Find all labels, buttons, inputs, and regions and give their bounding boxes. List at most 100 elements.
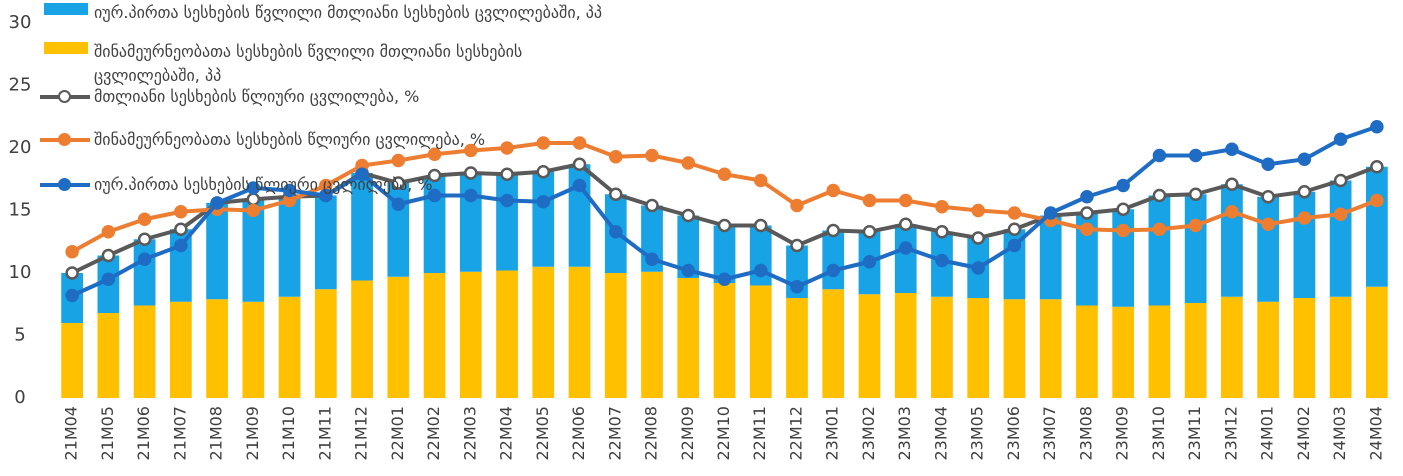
- x-tick-label: 22M06: [569, 406, 588, 461]
- marker: [246, 203, 261, 218]
- marker: [1297, 185, 1312, 199]
- y-tick-label: 0: [14, 387, 25, 408]
- marker: [174, 205, 188, 219]
- bar: [1184, 303, 1207, 398]
- x-tick-label: 22M11: [750, 406, 769, 461]
- marker: [246, 181, 261, 195]
- x-tick-label: 22M08: [642, 406, 661, 461]
- bar: [858, 294, 881, 398]
- bar: [1039, 299, 1062, 398]
- x-tick-label: 22M07: [605, 406, 624, 461]
- bar: [749, 285, 772, 398]
- legend-label: იურ.პირთა სესხების წლიური ცვლილება, %: [94, 175, 433, 194]
- legend-symbol: [40, 40, 90, 64]
- marker: [101, 225, 116, 239]
- marker: [137, 232, 152, 246]
- bar: [641, 271, 663, 398]
- marker: [753, 263, 768, 278]
- marker: [609, 187, 623, 201]
- marker: [1007, 206, 1022, 220]
- marker: [1080, 222, 1094, 236]
- bar: [894, 293, 917, 398]
- x-tick-label: 23M12: [1221, 406, 1240, 461]
- x-tick-label: 22M09: [678, 406, 697, 461]
- marker: [826, 183, 840, 198]
- bar: [1003, 299, 1026, 398]
- marker: [536, 195, 551, 209]
- marker: [427, 147, 442, 161]
- legend-item: იურ.პირთა სესხების წლიური ცვლილება, %: [40, 173, 614, 197]
- bar: [1148, 305, 1171, 398]
- marker: [500, 193, 514, 208]
- bar: [242, 199, 265, 302]
- x-tick-label: 24M02: [1294, 406, 1313, 461]
- marker: [645, 198, 659, 213]
- bar: [169, 301, 192, 398]
- x-tick-label: 21M10: [279, 406, 298, 461]
- legend-label: მთლიანი სესხების წლიური ცვლილება, %: [94, 87, 420, 106]
- marker: [1333, 132, 1348, 146]
- marker: [101, 248, 116, 263]
- marker: [1116, 202, 1130, 216]
- x-tick-label: 21M12: [352, 406, 371, 461]
- marker: [65, 266, 79, 280]
- bar: [532, 266, 555, 398]
- x-tick-label: 23M05: [968, 406, 987, 461]
- bar: [1366, 286, 1388, 398]
- marker: [681, 263, 696, 278]
- marker: [101, 272, 116, 286]
- marker: [717, 218, 732, 233]
- x-tick-label: 21M06: [134, 406, 153, 461]
- marker: [1225, 177, 1239, 191]
- bar: [314, 195, 337, 290]
- marker: [826, 223, 840, 238]
- marker: [391, 176, 406, 190]
- bar: [677, 215, 700, 278]
- bar: [713, 225, 736, 283]
- marker: [1152, 188, 1167, 203]
- marker: [572, 178, 587, 193]
- marker: [862, 255, 877, 269]
- bar: [206, 203, 228, 300]
- marker: [1080, 190, 1094, 204]
- marker: [898, 241, 913, 255]
- bar: [97, 313, 120, 398]
- marker: [753, 218, 768, 233]
- bar: [1221, 184, 1243, 297]
- legend-label: შინამეურნეობათა სესხების წლიური ცვლილება…: [94, 130, 486, 149]
- bar: [1366, 166, 1388, 287]
- marker: [1152, 148, 1167, 163]
- marker: [319, 188, 333, 203]
- legend-symbol: [40, 1, 90, 25]
- bar: [133, 305, 156, 398]
- bar: [1184, 194, 1207, 303]
- marker: [355, 167, 369, 181]
- marker: [1188, 218, 1203, 233]
- marker: [1225, 142, 1239, 156]
- bar: [314, 289, 337, 398]
- bar: [1293, 298, 1316, 398]
- x-tick-label: 23M03: [895, 406, 914, 461]
- bar: [1148, 195, 1171, 306]
- x-tick-label: 23M04: [931, 406, 950, 461]
- marker: [717, 272, 732, 286]
- bar: [1257, 196, 1280, 302]
- y-tick-label: 25: [9, 75, 32, 96]
- marker: [1297, 211, 1312, 225]
- marker: [1261, 217, 1275, 231]
- marker: [572, 157, 587, 171]
- bar: [1329, 296, 1352, 398]
- marker: [790, 238, 804, 253]
- x-tick-label: 21M08: [207, 406, 226, 461]
- marker: [500, 141, 514, 155]
- x-tick-label: 22M02: [424, 406, 443, 461]
- bar: [1076, 305, 1098, 398]
- marker: [898, 193, 913, 208]
- bar: [133, 239, 156, 306]
- bar: [822, 289, 845, 398]
- legend-symbol: [40, 85, 90, 109]
- bar: [786, 298, 808, 398]
- bar: [1257, 301, 1280, 398]
- marker: [1225, 205, 1239, 219]
